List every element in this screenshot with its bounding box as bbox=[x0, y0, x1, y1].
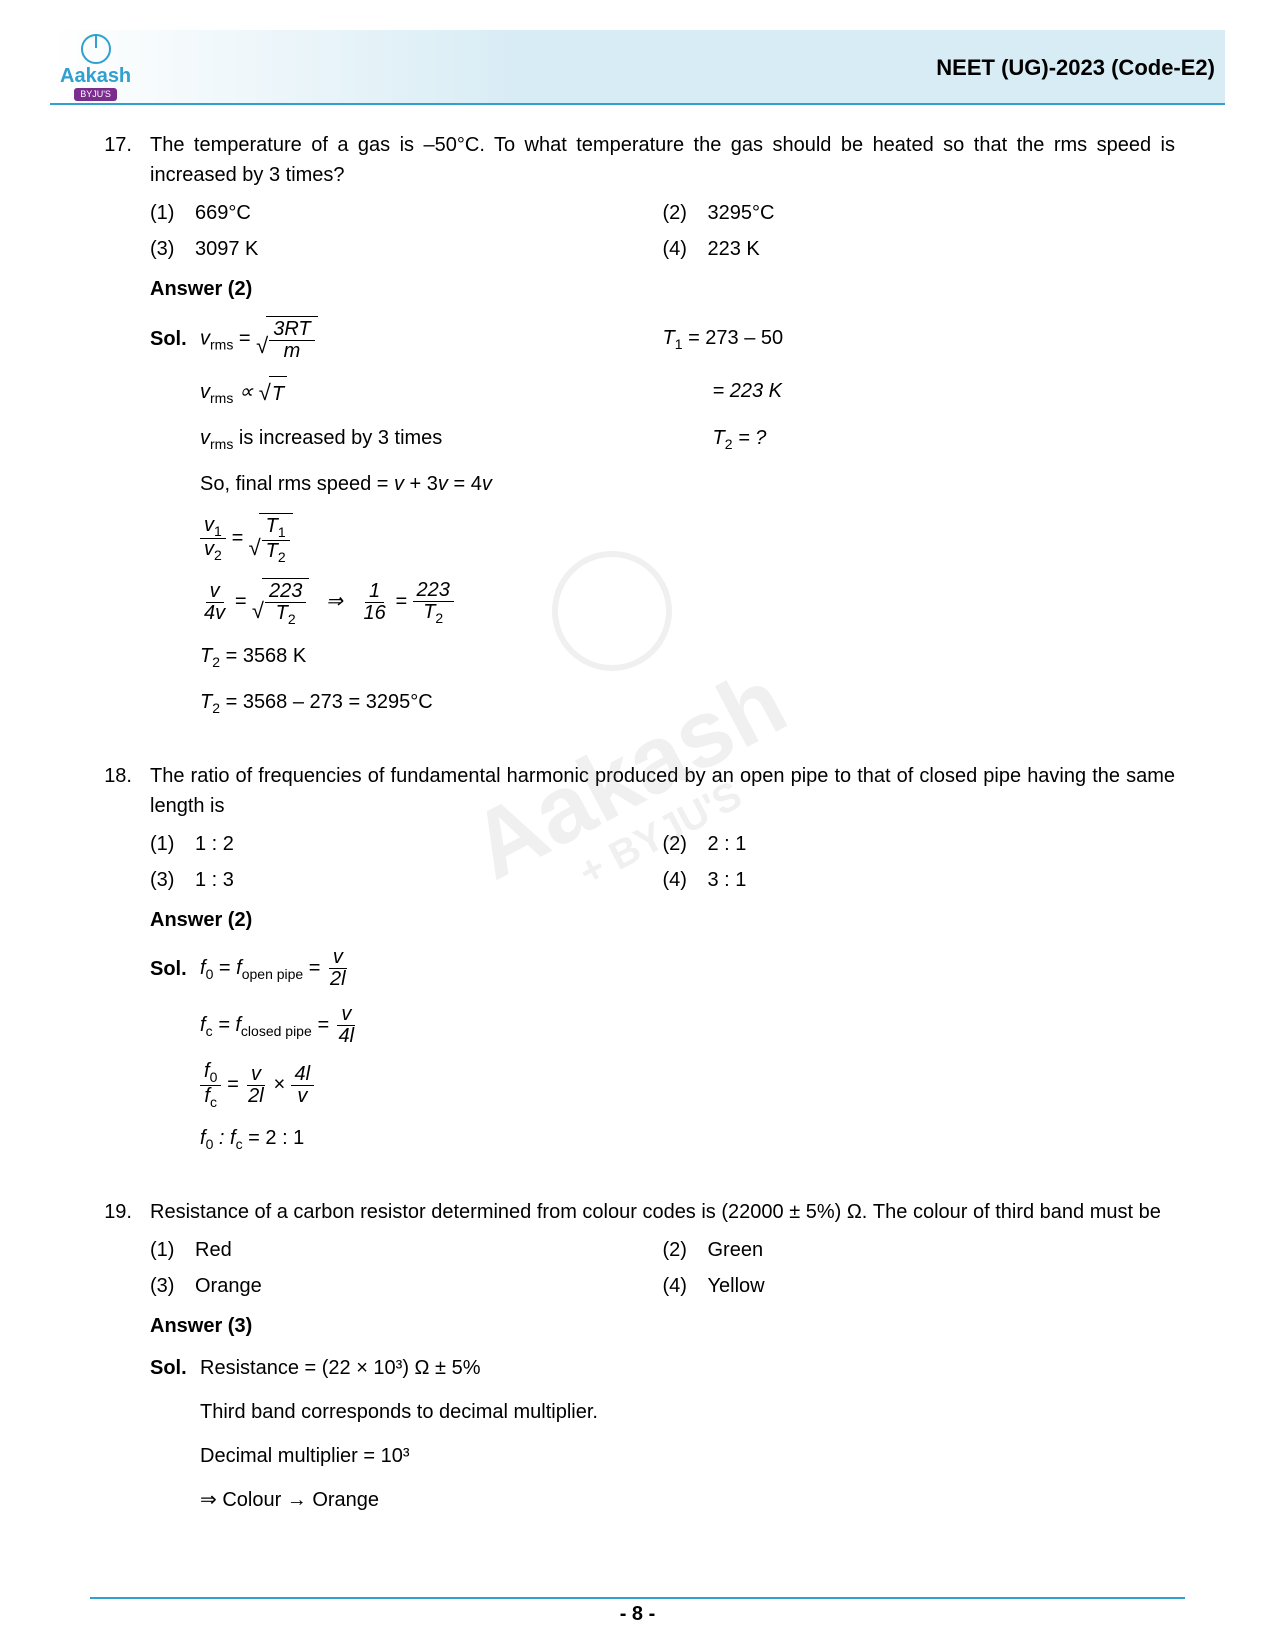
sol-line: T2 = ? bbox=[713, 423, 1176, 455]
option-num: (2) bbox=[663, 198, 708, 228]
sol-line: Resistance = (22 × 10³) Ω ± 5% bbox=[200, 1353, 1175, 1383]
option-text: Yellow bbox=[708, 1271, 765, 1301]
options: (1)Red (2)Green (3)Orange (4)Yellow bbox=[150, 1235, 1175, 1301]
option-text: Green bbox=[708, 1235, 764, 1265]
option-num: (4) bbox=[663, 234, 708, 264]
option: (2)Green bbox=[663, 1235, 1176, 1265]
option-text: Red bbox=[195, 1235, 232, 1265]
option: (3)1 : 3 bbox=[150, 865, 663, 895]
question-row: 19. Resistance of a carbon resistor dete… bbox=[100, 1197, 1175, 1227]
option-num: (3) bbox=[150, 865, 195, 895]
option: (3)3097 K bbox=[150, 234, 663, 264]
question-number: 17. bbox=[100, 130, 150, 190]
option: (1)1 : 2 bbox=[150, 829, 663, 859]
option: (1)Red bbox=[150, 1235, 663, 1265]
answer: Answer (2) bbox=[150, 905, 1175, 935]
sol-line: ⇒ Colour → Orange bbox=[200, 1485, 1175, 1515]
sol-line: vrms = √3RTm bbox=[200, 316, 663, 362]
math-sub: rms bbox=[210, 336, 233, 352]
content: 17. The temperature of a gas is –50°C. T… bbox=[50, 130, 1225, 1515]
answer: Answer (3) bbox=[150, 1311, 1175, 1341]
sol-line: Third band corresponds to decimal multip… bbox=[200, 1397, 1175, 1427]
sol-line: So, final rms speed = v + 3v = 4v bbox=[200, 469, 1175, 499]
math-var: v bbox=[200, 327, 210, 349]
logo-name: Aakash bbox=[60, 66, 131, 86]
option-text: Orange bbox=[195, 1271, 262, 1301]
option-num: (2) bbox=[663, 1235, 708, 1265]
sol-line: f0 = fopen pipe = v2l bbox=[200, 947, 1175, 990]
options: (1)1 : 2 (2)2 : 1 (3)1 : 3 (4)3 : 1 bbox=[150, 829, 1175, 895]
solution: Sol. Resistance = (22 × 10³) Ω ± 5% Thir… bbox=[150, 1353, 1175, 1515]
option-num: (4) bbox=[663, 865, 708, 895]
option: (1)669°C bbox=[150, 198, 663, 228]
sol-line: v1v2 = √T1T2 bbox=[200, 513, 1175, 564]
option-text: 3097 K bbox=[195, 234, 258, 264]
sol-line: f0fc = v2l × 4lv bbox=[200, 1061, 1175, 1109]
sol-line: T1 = 273 – 50 bbox=[663, 323, 1176, 355]
sol-label: Sol. bbox=[150, 324, 200, 354]
option-num: (3) bbox=[150, 1271, 195, 1301]
sol-line: = 223 K bbox=[713, 376, 1176, 409]
option: (4)223 K bbox=[663, 234, 1176, 264]
math-var: v bbox=[200, 381, 210, 403]
option-num: (2) bbox=[663, 829, 708, 859]
option-text: 2 : 1 bbox=[708, 829, 747, 859]
footer: - 8 - bbox=[0, 1597, 1275, 1626]
sol-label: Sol. bbox=[150, 1353, 200, 1383]
option: (2)3295°C bbox=[663, 198, 1176, 228]
sol-line: T2 = 3568 K bbox=[200, 641, 1175, 673]
sol-line: vrms ∝ √T bbox=[200, 376, 663, 409]
question-text: The ratio of frequencies of fundamental … bbox=[150, 761, 1175, 821]
solution: Sol. vrms = √3RTm T1 = 273 – 50 vrms ∝ √… bbox=[150, 316, 1175, 719]
question-row: 18. The ratio of frequencies of fundamen… bbox=[100, 761, 1175, 821]
question-number: 18. bbox=[100, 761, 150, 821]
math-sub: rms bbox=[210, 390, 233, 406]
option-text: 3 : 1 bbox=[708, 865, 747, 895]
option-num: (1) bbox=[150, 1235, 195, 1265]
option: (3)Orange bbox=[150, 1271, 663, 1301]
question-text: The temperature of a gas is –50°C. To wh… bbox=[150, 130, 1175, 190]
sol-line: Decimal multiplier = 10³ bbox=[200, 1441, 1175, 1471]
page: Aakash+ BYJU'S Aakash BYJU'S NEET (UG)-2… bbox=[0, 0, 1275, 1651]
sol-label: Sol. bbox=[150, 954, 200, 984]
option-num: (1) bbox=[150, 198, 195, 228]
question-number: 19. bbox=[100, 1197, 150, 1227]
options: (1)669°C (2)3295°C (3)3097 K (4)223 K bbox=[150, 198, 1175, 264]
option-num: (1) bbox=[150, 829, 195, 859]
sol-line: T2 = 3568 – 273 = 3295°C bbox=[200, 687, 1175, 719]
sol-line: vrms is increased by 3 times bbox=[200, 423, 663, 455]
option-text: 223 K bbox=[708, 234, 760, 264]
option-text: 1 : 3 bbox=[195, 865, 234, 895]
answer: Answer (2) bbox=[150, 274, 1175, 304]
option-text: 1 : 2 bbox=[195, 829, 234, 859]
question-row: 17. The temperature of a gas is –50°C. T… bbox=[100, 130, 1175, 190]
option-num: (4) bbox=[663, 1271, 708, 1301]
logo-icon bbox=[81, 34, 111, 64]
option-text: 669°C bbox=[195, 198, 251, 228]
sol-line: v4v = √223T2 ⇒ 116 = 223T2 bbox=[200, 578, 1175, 627]
option-num: (3) bbox=[150, 234, 195, 264]
question-text: Resistance of a carbon resistor determin… bbox=[150, 1197, 1175, 1227]
sol-line: fc = fclosed pipe = v4l bbox=[200, 1004, 1175, 1047]
page-number: - 8 - bbox=[620, 1603, 656, 1625]
option: (4)3 : 1 bbox=[663, 865, 1176, 895]
option: (2)2 : 1 bbox=[663, 829, 1176, 859]
solution: Sol. f0 = fopen pipe = v2l fc = fclosed … bbox=[150, 947, 1175, 1155]
sol-line: f0 : fc = 2 : 1 bbox=[200, 1123, 1175, 1155]
logo: Aakash BYJU'S bbox=[50, 34, 131, 101]
logo-sub: BYJU'S bbox=[74, 88, 117, 101]
header-bar: Aakash BYJU'S NEET (UG)-2023 (Code-E2) bbox=[50, 30, 1225, 105]
header-title: NEET (UG)-2023 (Code-E2) bbox=[936, 55, 1215, 81]
option-text: 3295°C bbox=[708, 198, 775, 228]
option: (4)Yellow bbox=[663, 1271, 1176, 1301]
